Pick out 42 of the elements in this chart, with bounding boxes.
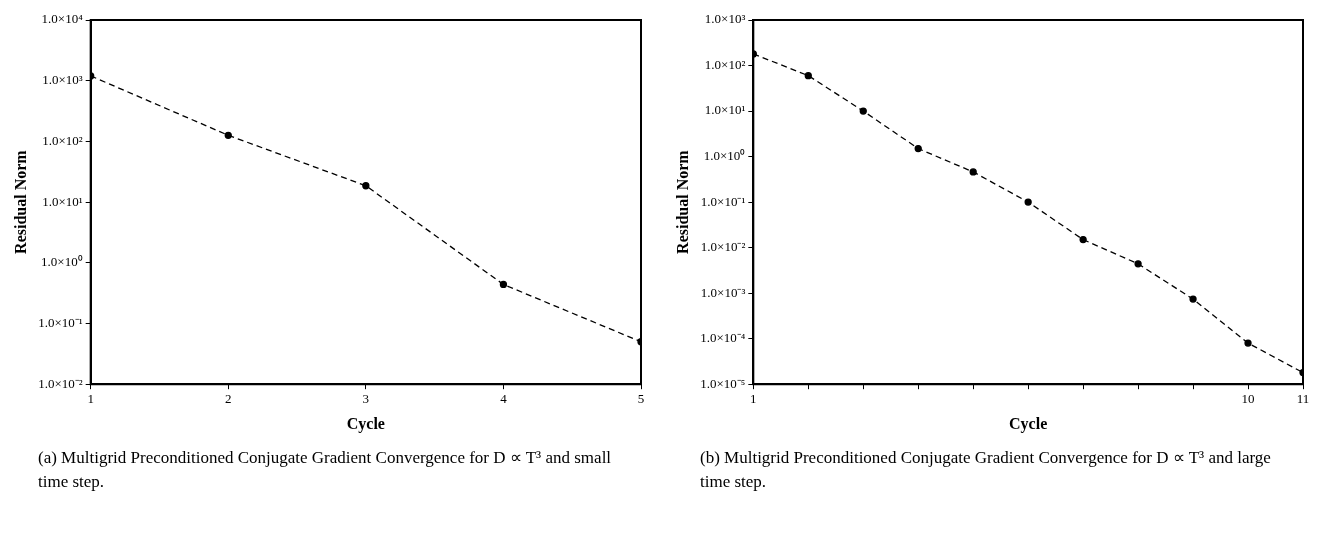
y-tick-label: 1.0×10⁻³ [700,284,746,300]
point [969,168,977,176]
x-tick-label: 3 [362,391,370,407]
y-tick-label: 1.0×10⁻¹ [700,193,746,209]
point [1244,339,1252,347]
y-tick-label: 1.0×10³ [704,11,746,27]
point [224,131,232,139]
y-tick-label: 1.0×10⁰ [41,254,83,270]
y-tick-label: 1.0×10⁻⁵ [700,375,746,391]
point [1024,198,1032,206]
y-tick-label: 1.0×10⁰ [703,148,746,163]
y-tick-label: 1.0×10¹ [704,102,746,118]
y-tick-label: 1.0×10² [704,56,746,72]
point [1079,235,1087,244]
x-tick-label: 10 [1241,391,1255,407]
point [914,144,922,153]
y-axis-title: Residual Norm [673,149,691,254]
y-tick-label: 1.0×10⁻² [700,239,746,255]
y-tick-label: 1.0×10⁻⁴ [700,330,746,346]
point [362,182,370,190]
y-tick-label: 1.0×10¹ [42,193,83,209]
point [1189,295,1197,303]
point [1134,260,1142,268]
y-tick-label: 1.0×10⁻² [38,375,83,391]
point [804,71,812,80]
point [499,280,508,289]
point [859,107,867,115]
y-tick-label: 1.0×10³ [42,72,83,88]
y-tick-label: 1.0×10⁴ [41,11,84,27]
x-tick-label: 1 [750,391,757,407]
x-tick-label: 2 [225,391,232,407]
y-axis-title: Residual Norm [11,149,29,254]
text: (a) Multigrid Preconditioned Conjugate Gradient Convergence for D ∝ T³ and small time step. [37,447,613,493]
y-tick-label: 1.0×10⁻¹ [38,314,83,330]
x-tick-label: 4 [500,391,508,407]
text: (b) Multigrid Preconditioned Conjugate Gradient Convergence for D ∝ T³ and large time step. [699,447,1272,493]
x-axis-title: Cycle [346,414,385,433]
x-tick-label: 5 [637,391,645,407]
x-tick-label: 1 [87,391,94,407]
x-axis-title: Cycle [1009,414,1048,433]
x-tick-label: 11 [1296,391,1310,407]
y-tick-label: 1.0×10² [42,132,83,148]
